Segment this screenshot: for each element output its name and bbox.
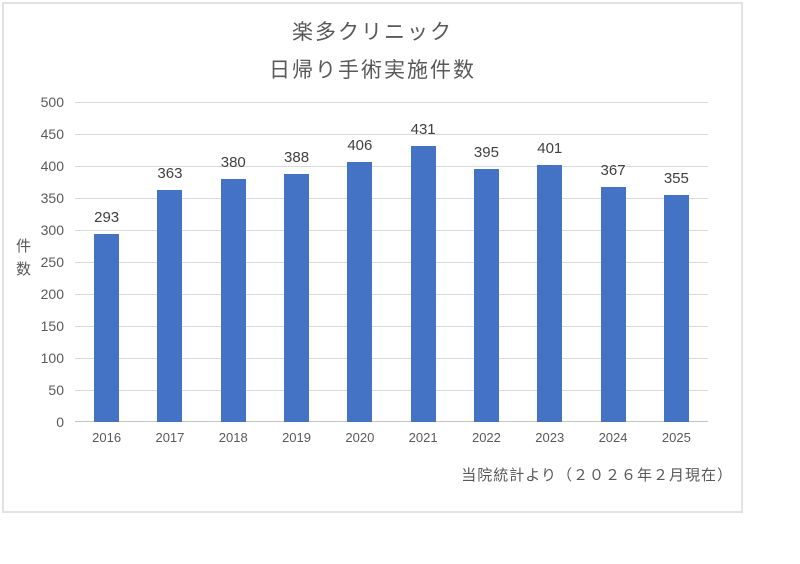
- gridline: [75, 230, 708, 231]
- x-tick-label: 2022: [471, 430, 501, 445]
- bar: [94, 234, 120, 422]
- bar: [284, 173, 310, 422]
- bar-value-label: 388: [284, 148, 310, 166]
- chart-subtitle: 日帰り手術実施件数: [269, 59, 476, 82]
- x-tick-label: 2021: [408, 430, 438, 445]
- y-tick-label: 50: [48, 382, 64, 398]
- bar: [663, 194, 689, 422]
- gridline: [75, 166, 708, 167]
- x-tick-label: 2025: [661, 430, 691, 445]
- bar-value-label: 363: [157, 164, 183, 182]
- x-axis-ticks: 2016 2017 2018 2019 2020 2021 2022 2023 2024 2025: [75, 430, 708, 450]
- bar: [600, 187, 626, 422]
- y-tick-label: 250: [40, 254, 64, 270]
- bar-value-label: 367: [600, 162, 626, 180]
- x-tick-label: 2019: [282, 430, 311, 445]
- gridline: [75, 326, 708, 327]
- y-tick-label: 300: [40, 222, 64, 238]
- bar: [473, 169, 499, 422]
- chart-title: 楽多クリニック: [292, 21, 453, 44]
- bar-value-label: 395: [473, 144, 499, 162]
- bar-value-label: 401: [537, 140, 563, 158]
- x-tick-label: 2016: [92, 430, 122, 445]
- plot-area: 293 363 380 388 406 431 395 401 367 355: [75, 102, 708, 422]
- x-tick-label: 2017: [155, 430, 185, 445]
- y-tick-label: 150: [40, 318, 64, 334]
- y-tick-label: 0: [56, 414, 64, 430]
- x-tick-label: 2023: [535, 430, 565, 445]
- y-tick-label: 100: [40, 350, 64, 366]
- y-tick-label: 350: [40, 190, 64, 206]
- gridline: [75, 102, 708, 103]
- y-tick-label: 450: [40, 126, 64, 142]
- bar: [410, 146, 436, 422]
- bar-value-label: 431: [410, 121, 436, 139]
- bar: [220, 178, 246, 422]
- y-tick-label: 200: [40, 286, 64, 302]
- chart-frame: 楽多クリニック 日帰り手術実施件数 件数 0 50 100 150 200 250 300 3…: [2, 2, 743, 513]
- gridline: [75, 262, 708, 263]
- gridline: [75, 134, 708, 135]
- bar: [537, 165, 563, 422]
- bar-value-label: 406: [347, 137, 373, 155]
- x-axis-line: [75, 421, 708, 422]
- bar: [347, 162, 373, 422]
- source-note: 当院統計より（２０２６年２月現在）: [461, 467, 733, 484]
- bar: [157, 189, 183, 422]
- x-tick-label: 2020: [345, 430, 375, 445]
- x-tick-label: 2018: [218, 430, 248, 445]
- y-tick-label: 500: [40, 94, 64, 110]
- gridline: [75, 358, 708, 359]
- gridline: [75, 390, 708, 391]
- y-tick-label: 400: [40, 158, 64, 174]
- gridline: [75, 198, 708, 199]
- x-tick-label: 2024: [598, 430, 628, 445]
- bar-value-label: 355: [663, 169, 689, 187]
- y-axis-title: 件数: [14, 238, 31, 284]
- bar-value-label: 380: [220, 153, 246, 171]
- gridline: [75, 294, 708, 295]
- y-axis-ticks: 0 50 100 150 200 250 300 350 400 450 500: [4, 94, 64, 430]
- bar-value-label: 293: [94, 209, 120, 227]
